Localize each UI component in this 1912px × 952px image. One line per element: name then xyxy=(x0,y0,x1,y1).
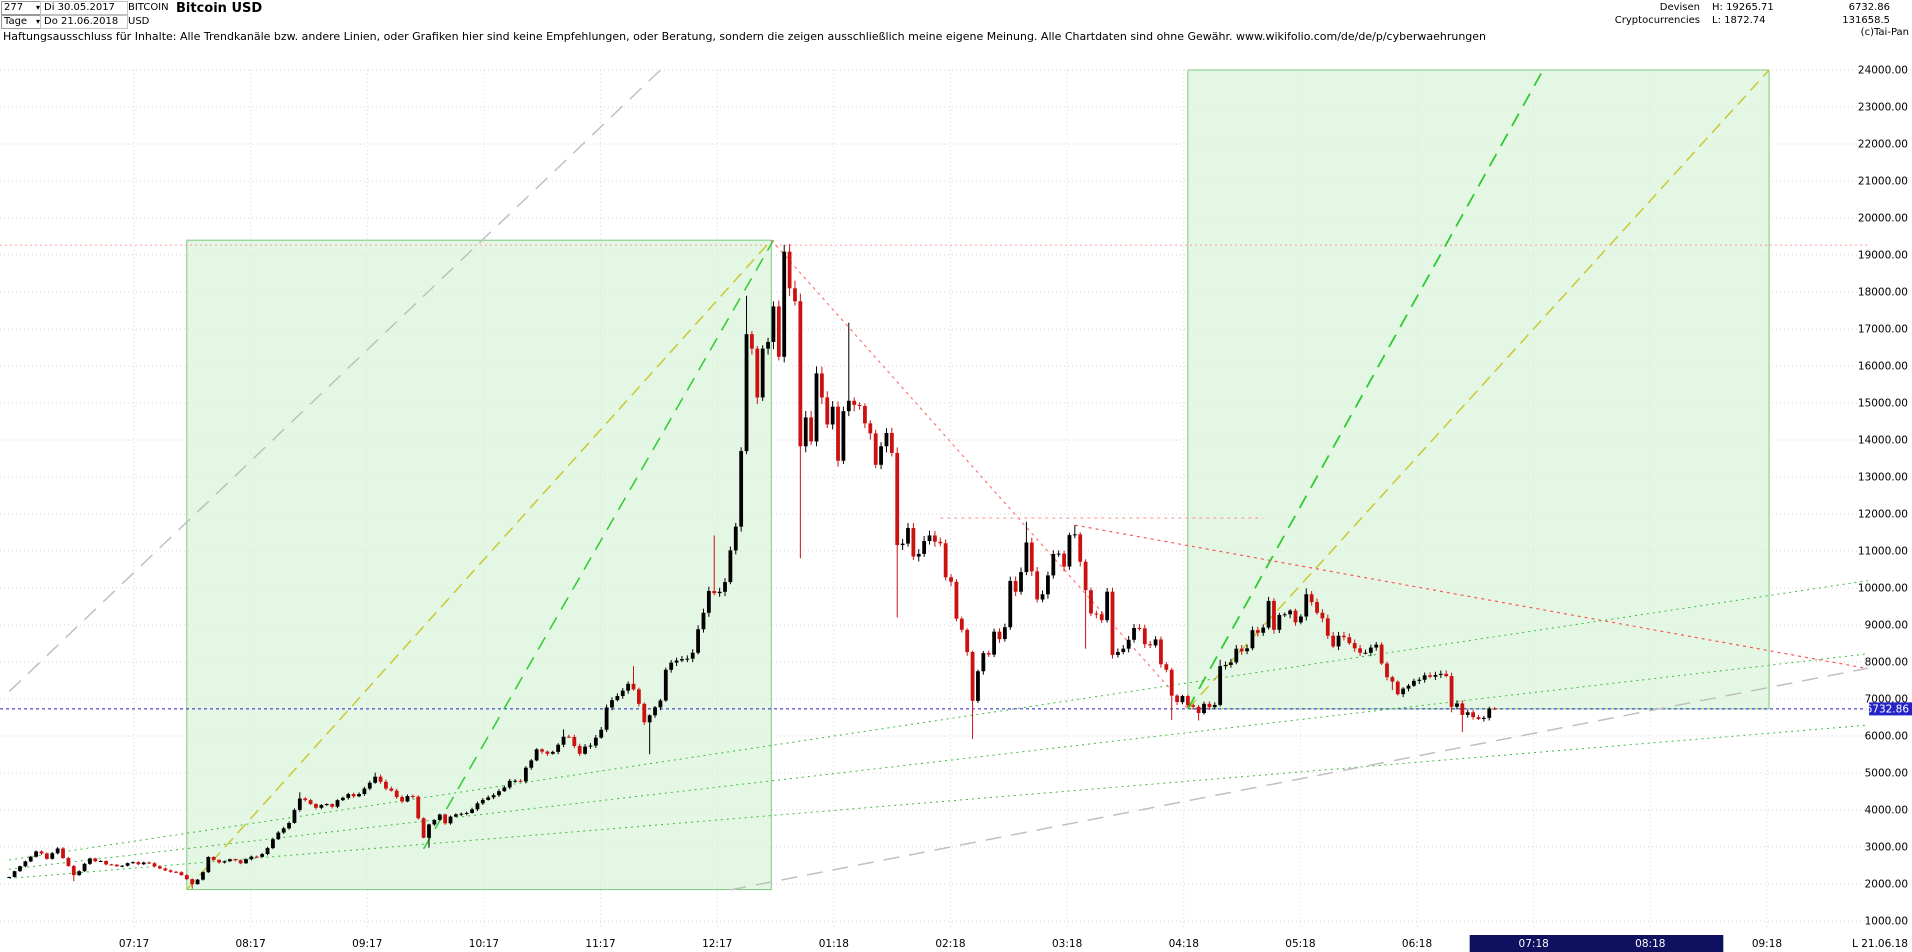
last-date-label: L 21.06.18 xyxy=(1852,938,1908,950)
date-from-field[interactable]: Di 30.05.2017 xyxy=(40,1,128,15)
x-axis-label: 08:18 xyxy=(1635,938,1665,950)
svg-text:21000.00: 21000.00 xyxy=(1858,176,1908,188)
instrument-title: Bitcoin USD xyxy=(176,1,263,16)
x-axis-label: 10:17 xyxy=(469,938,499,950)
svg-text:10000.00: 10000.00 xyxy=(1858,583,1908,595)
svg-text:1000.00: 1000.00 xyxy=(1865,916,1908,928)
bars-count-value: 277 xyxy=(4,2,24,13)
date-from-value: Di 30.05.2017 xyxy=(44,2,115,13)
svg-text:16000.00: 16000.00 xyxy=(1858,361,1908,373)
x-axis-range-bar[interactable] xyxy=(1469,935,1724,952)
price-chart[interactable]: 1000.00 2000.00 3000.00 4000.00 5000.00 6000.… xyxy=(0,44,1912,952)
x-axis-label: 08:17 xyxy=(236,938,266,950)
x-axis-label: 03:18 xyxy=(1052,938,1082,950)
x-axis-label: 07:18 xyxy=(1519,938,1549,950)
gray-steep-trend xyxy=(8,69,661,693)
period-value: Tage xyxy=(4,16,28,27)
x-axis-label: 04:18 xyxy=(1169,938,1199,950)
disclaimer-text: Haftungsausschluss für Inhalte: Alle Tre… xyxy=(3,30,1487,43)
x-axis-label: 11:17 xyxy=(585,938,615,950)
svg-text:15000.00: 15000.00 xyxy=(1858,398,1908,410)
channel2-diagonal-yellow xyxy=(1187,69,1770,710)
plot-area xyxy=(0,69,1868,930)
toolbar: 277 ▾ Tage ▾ Di 30.05.2017 Do 21.06.2018… xyxy=(0,0,1912,30)
svg-text:22000.00: 22000.00 xyxy=(1858,139,1908,151)
svg-text:2000.00: 2000.00 xyxy=(1865,879,1908,891)
x-axis-label: 06:18 xyxy=(1402,938,1432,950)
x-axis-label: 01:18 xyxy=(819,938,849,950)
svg-text:19000.00: 19000.00 xyxy=(1858,250,1908,262)
last-price-value: 6732.86 xyxy=(1848,2,1890,13)
svg-text:4000.00: 4000.00 xyxy=(1865,805,1908,817)
secondary-value: 131658.5 xyxy=(1842,15,1890,26)
high-value: H: 19265.71 xyxy=(1712,2,1774,13)
low-value: L: 1872.74 xyxy=(1712,15,1766,26)
category-line2: Cryptocurrencies xyxy=(1614,15,1700,26)
high-low-block: H: 19265.71 L: 1872.74 xyxy=(1712,1,1774,27)
x-axis-label: 12:17 xyxy=(702,938,732,950)
chevron-down-icon: ▾ xyxy=(35,17,40,26)
x-axis-label: 07:17 xyxy=(119,938,149,950)
svg-text:6000.00: 6000.00 xyxy=(1865,731,1908,743)
period-dropdown[interactable]: Tage ▾ xyxy=(1,15,43,29)
svg-text:12000.00: 12000.00 xyxy=(1858,509,1908,521)
candlesticks xyxy=(7,244,1497,889)
symbol-label: BITCOIN xyxy=(128,2,169,13)
channel2-inner-green xyxy=(1187,69,1544,710)
last-price-badge-text: 6732.86 xyxy=(1866,703,1910,715)
svg-text:14000.00: 14000.00 xyxy=(1858,435,1908,447)
svg-text:9000.00: 9000.00 xyxy=(1865,620,1908,632)
gray-support-trend xyxy=(730,667,1868,891)
x-axis-label: 02:18 xyxy=(935,938,965,950)
downtrend-march-red xyxy=(1074,524,1868,670)
currency-label: USD xyxy=(128,16,150,27)
price-block: 6732.86 131658.5 xyxy=(1842,1,1890,27)
svg-text:17000.00: 17000.00 xyxy=(1858,324,1908,336)
date-to-value: Do 21.06.2018 xyxy=(44,16,119,27)
svg-text:24000.00: 24000.00 xyxy=(1858,65,1908,77)
svg-text:8000.00: 8000.00 xyxy=(1865,657,1908,669)
svg-text:18000.00: 18000.00 xyxy=(1858,287,1908,299)
chevron-down-icon: ▾ xyxy=(35,3,40,12)
copyright-label: (c)Tai-Pan xyxy=(1860,27,1909,38)
svg-text:11000.00: 11000.00 xyxy=(1858,546,1908,558)
svg-text:20000.00: 20000.00 xyxy=(1858,213,1908,225)
svg-text:5000.00: 5000.00 xyxy=(1865,768,1908,780)
svg-text:13000.00: 13000.00 xyxy=(1858,472,1908,484)
category-line1: Devisen xyxy=(1659,2,1700,13)
svg-text:23000.00: 23000.00 xyxy=(1858,102,1908,114)
last-price-badge xyxy=(1869,702,1912,716)
x-axis-label: 09:17 xyxy=(352,938,382,950)
fan-green-middle xyxy=(9,653,1868,870)
x-axis-label: 09:18 xyxy=(1752,938,1782,950)
channel1-inner-green xyxy=(422,239,775,850)
bars-count-dropdown[interactable]: 277 ▾ xyxy=(1,1,43,15)
channel1-diagonal-yellow xyxy=(186,239,772,891)
category-block: Devisen Cryptocurrencies xyxy=(1615,1,1700,27)
svg-text:3000.00: 3000.00 xyxy=(1865,842,1908,854)
x-axis: 07:17 08:17 09:17 10:17 11:17 12:17 01:18 02:18… xyxy=(119,938,1908,950)
y-axis: 1000.00 2000.00 3000.00 4000.00 5000.00 6000.… xyxy=(1858,65,1908,928)
date-to-field[interactable]: Do 21.06.2018 xyxy=(40,15,128,29)
x-axis-label: 05:18 xyxy=(1285,938,1315,950)
